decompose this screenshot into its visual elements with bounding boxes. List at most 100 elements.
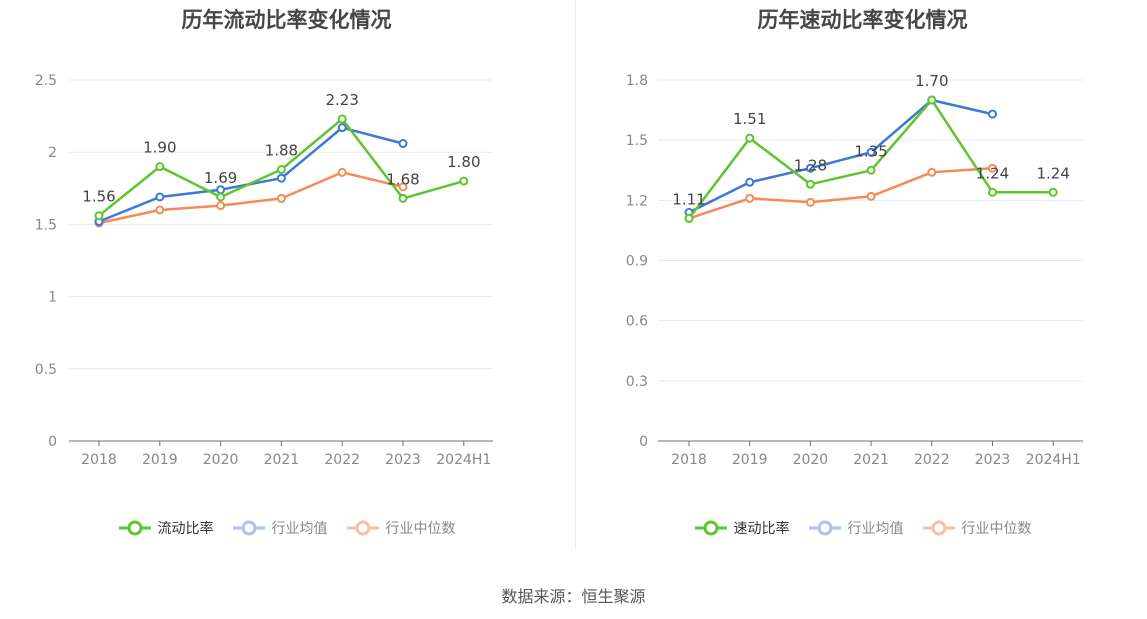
data-point [684,213,694,223]
legend-item-ratio[interactable]: 流动比率 [118,518,214,538]
y-tick-label: 1.5 [626,133,648,149]
legend-line-marker-icon [922,520,955,536]
x-tick-label: 2020 [203,452,239,468]
series-line-2 [98,171,404,225]
x-tick-label: 2020 [793,452,829,468]
data-point [276,165,286,175]
quick-ratio-chart-panel: 历年速动比率变化情况 0 0.3 0.6 0.9 1.2 1.5 1.8 2018 2019 20… [576,0,1147,560]
data-point [1048,187,1058,197]
legend-item-ratio[interactable]: 速动比率 [694,518,790,538]
series-line-2 [688,166,993,220]
data-label: 1.80 [447,153,480,171]
data-point [94,211,104,221]
data-point [337,114,347,124]
data-point [276,193,286,203]
data-point [155,162,165,172]
x-tick-label: 2022 [324,452,360,468]
legend-item-industry-mean[interactable]: 行业均值 [232,518,328,538]
y-tick-label: 0 [48,434,57,450]
data-point [866,191,876,201]
data-label: 1.35 [854,142,887,160]
data-point [745,193,755,203]
data-point [988,163,997,173]
legend-line-marker-icon [694,520,727,536]
data-point [988,187,997,197]
data-label: 1.24 [976,164,1009,182]
panel-divider [575,0,576,550]
data-label: 1.11 [672,190,705,208]
data-point [398,139,408,149]
data-point [337,123,347,133]
x-tick-label: 2023 [385,452,421,468]
data-point [398,193,408,203]
data-source-note: 数据来源：恒生聚源 [501,587,646,606]
y-tick-label: 0.9 [626,254,648,270]
data-label: 1.51 [733,110,766,128]
legend-line-marker-icon [232,520,265,536]
y-tick-label: 1.2 [626,193,648,209]
y-tick-label: 0.6 [626,314,648,330]
data-label: 2.23 [325,91,358,109]
data-point [745,177,755,187]
data-point [805,197,815,207]
data-point [805,163,815,173]
data-point [337,167,347,177]
data-point [155,192,165,202]
data-point [216,192,226,202]
chart-title: 历年流动比率变化情况 [181,8,392,32]
x-tick-label: 2024H1 [436,452,491,468]
legend-label: 行业均值 [847,521,904,537]
x-tick-label: 2023 [975,452,1011,468]
legend-item-industry-median[interactable]: 行业中位数 [346,518,456,538]
y-tick-label: 1.5 [35,217,57,233]
legend-label: 流动比率 [157,521,214,537]
data-point [459,176,469,186]
legend-label: 行业中位数 [385,521,456,537]
data-point [927,95,937,105]
x-tick-label: 2022 [914,452,950,468]
data-point [927,167,937,177]
data-label: 1.24 [1036,164,1069,182]
data-label: 1.56 [82,188,115,206]
y-tick-label: 0 [639,434,648,450]
data-label: 1.69 [204,169,237,187]
x-tick-label: 2019 [732,452,768,468]
data-point [745,133,755,143]
data-label: 1.68 [386,170,419,188]
y-tick-label: 2.5 [35,73,57,89]
data-point [216,185,226,195]
data-point [398,182,408,192]
current-ratio-chart-panel: 历年流动比率变化情况 0 0.5 1 1.5 2 2.5 2018 2019 2020 2021 2… [0,0,573,560]
data-label: 1.88 [265,142,298,160]
y-tick-label: 2 [48,145,57,161]
y-tick-label: 1 [48,290,57,306]
legend-line-marker-icon [808,520,841,536]
legend-item-industry-median[interactable]: 行业中位数 [922,518,1032,538]
x-tick-label: 2024H1 [1026,452,1081,468]
y-tick-label: 1.8 [626,73,648,89]
data-point [866,165,876,175]
data-label: 1.28 [794,156,827,174]
data-point [216,201,226,211]
x-tick-label: 2018 [671,452,707,468]
legend-item-industry-mean[interactable]: 行业均值 [808,518,904,538]
data-label: 1.70 [915,72,948,90]
data-point [805,179,815,189]
legend-label: 行业中位数 [961,521,1032,537]
x-tick-label: 2019 [142,452,178,468]
data-label: 1.90 [143,139,176,157]
data-point [988,109,997,119]
legend-label: 速动比率 [733,521,790,537]
data-point [866,147,876,157]
chart-legend: 速动比率 行业均值 行业中位数 [576,518,1147,538]
quick-ratio-chart: 0 0.3 0.6 0.9 1.2 1.5 1.8 2018 2019 2020 2021 2022 2… [626,72,1083,468]
current-ratio-chart: 0 0.5 1 1.5 2 2.5 2018 2019 2020 2021 2022 2023 2024… [35,73,493,468]
y-tick-label: 0.3 [626,374,648,390]
x-tick-label: 2021 [264,452,300,468]
legend-line-marker-icon [346,520,379,536]
chart-legend: 流动比率 行业均值 行业中位数 [0,518,573,538]
legend-label: 行业均值 [271,521,328,537]
y-tick-label: 0.5 [35,362,57,378]
x-tick-label: 2018 [81,452,117,468]
chart-title: 历年速动比率变化情况 [757,8,968,32]
